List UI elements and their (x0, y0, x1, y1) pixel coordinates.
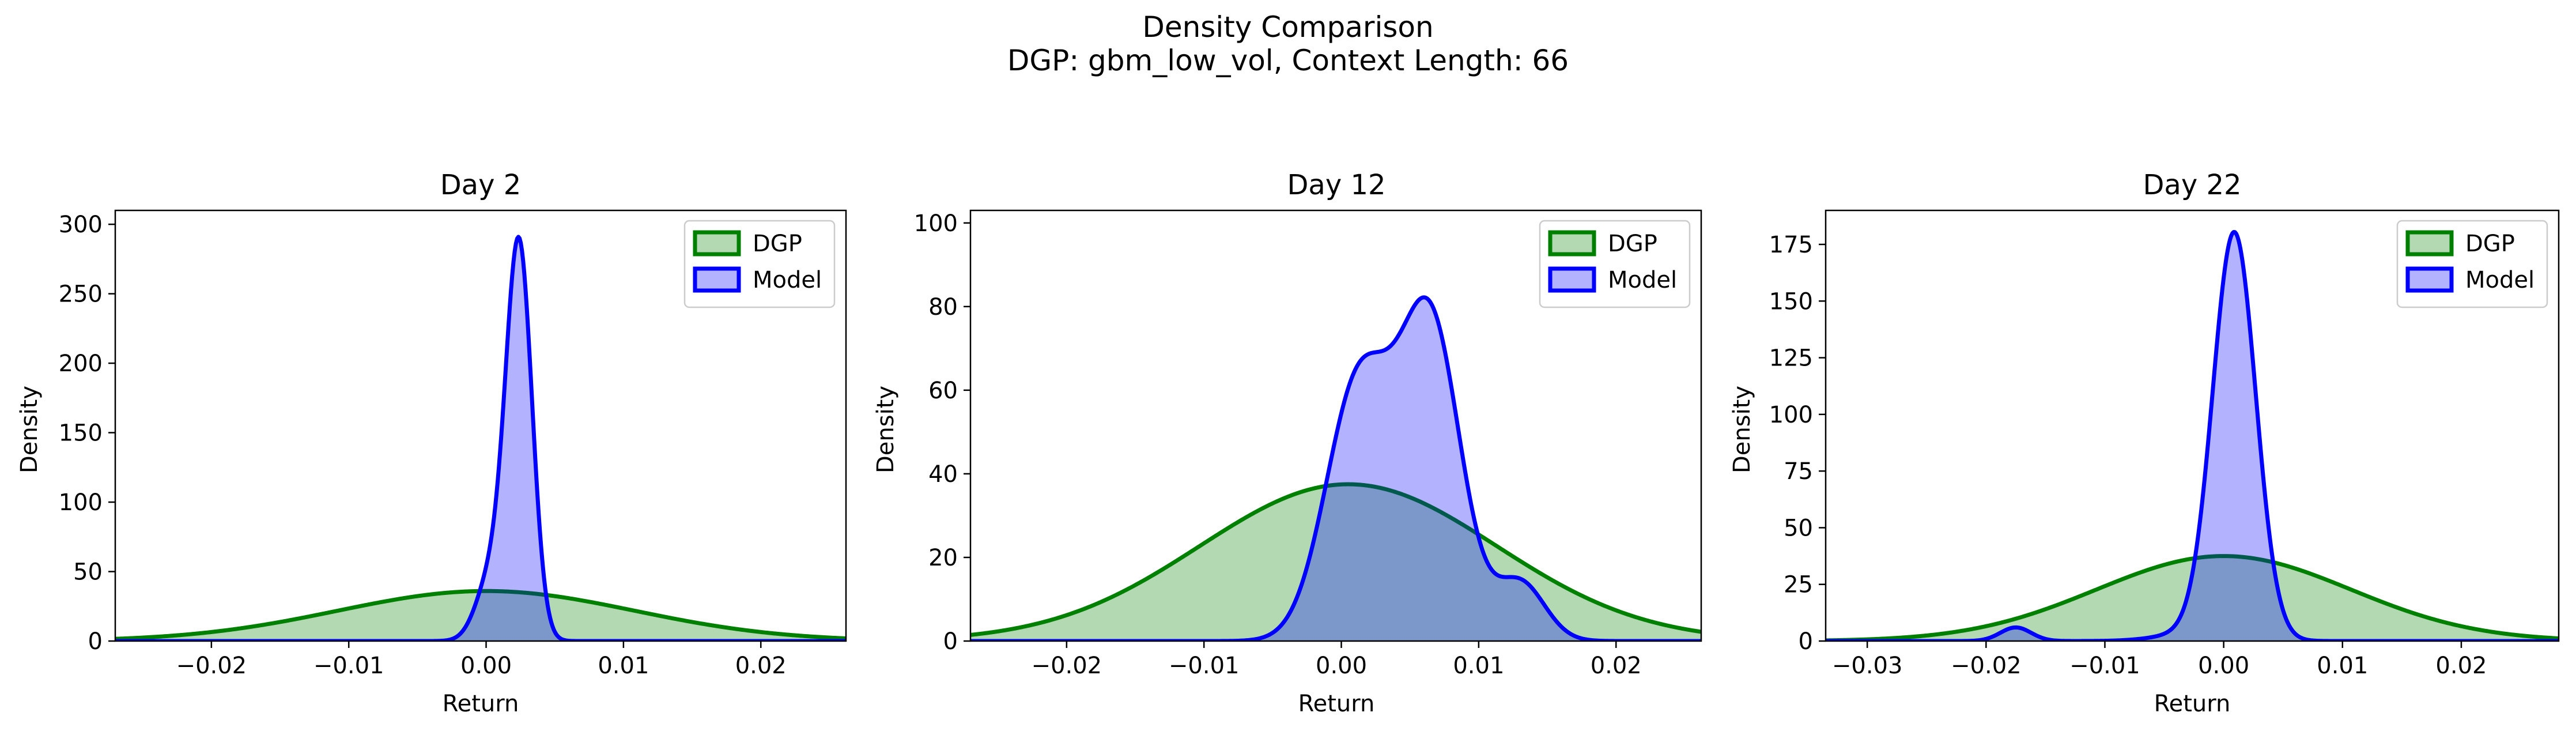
density-line-dgp (970, 482, 1701, 637)
density-line-model (1826, 229, 2559, 641)
x-tick-label: −0.01 (2069, 653, 2140, 679)
y-tick-label: 60 (928, 378, 958, 404)
y-tick-label: 100 (1769, 402, 1813, 428)
legend-swatch-dgp (1548, 230, 1596, 257)
y-tick-label: 200 (59, 350, 103, 377)
x-tick-label: −0.01 (1169, 653, 1240, 679)
legend-swatch-bg-dgp (2408, 232, 2452, 254)
legend: DGP Model (1539, 220, 1691, 308)
y-tick-label: 0 (943, 628, 958, 655)
x-tick-label: 0.00 (460, 653, 512, 679)
subplot-title: Day 22 (2143, 169, 2241, 201)
figure-title-line2: DGP: gbm_low_vol, Context Length: 66 (1007, 44, 1569, 77)
y-tick-label: 100 (914, 210, 958, 237)
density-line-model (115, 235, 846, 641)
subplot-title: Day 12 (1287, 169, 1385, 201)
legend-swatch-bg-dgp (695, 232, 739, 254)
legend-swatch-model (693, 266, 741, 293)
density-fill-dgp (1826, 556, 2559, 641)
legend-label-model: Model (753, 267, 822, 293)
legend-label-model: Model (2465, 267, 2535, 293)
density-fill-dgp (970, 484, 1701, 641)
x-tick-label: 0.01 (2317, 653, 2368, 679)
density-fill-dgp (115, 591, 846, 641)
y-tick-label: 80 (928, 294, 958, 321)
x-tick-label: 0.00 (2198, 653, 2249, 679)
x-axis-label: Return (1298, 691, 1375, 717)
legend-swatch-model (1548, 266, 1596, 293)
x-tick-label: 0.02 (2435, 653, 2487, 679)
y-tick-label: 100 (59, 489, 103, 516)
legend-swatch-bg-dgp (1550, 232, 1594, 254)
y-tick-label: 250 (59, 281, 103, 308)
x-axis-label: Return (443, 691, 519, 717)
y-tick-label: 25 (1784, 572, 1813, 598)
y-tick-label: 20 (928, 545, 958, 571)
legend-swatch-bg-model (1550, 269, 1594, 291)
y-tick-label: 40 (928, 461, 958, 488)
legend-swatch-dgp (2405, 230, 2454, 257)
y-tick-label: 0 (1799, 628, 1813, 655)
subplot-title: Day 2 (440, 169, 522, 201)
legend: DGP Model (2396, 220, 2548, 308)
x-tick-label: 0.02 (1591, 653, 1642, 679)
x-tick-label: −0.01 (313, 653, 384, 679)
y-tick-label: 50 (1784, 515, 1813, 541)
x-tick-label: −0.02 (1032, 653, 1102, 679)
legend-swatch-bg-model (695, 269, 739, 291)
y-tick-label: 125 (1769, 345, 1813, 372)
y-tick-label: 0 (88, 628, 103, 655)
plot-area (970, 295, 1701, 641)
density-line-dgp (1826, 554, 2559, 641)
plot-area (1826, 229, 2559, 641)
x-tick-label: −0.03 (1832, 653, 1903, 679)
density-fill-model (970, 297, 1701, 641)
x-tick-label: −0.02 (176, 653, 247, 679)
y-tick-label: 50 (73, 559, 103, 586)
axes-frame (1825, 209, 2560, 642)
legend-label-model: Model (1608, 267, 1677, 293)
y-axis-label: Density (16, 386, 43, 473)
legend-label-dgp: DGP (1608, 231, 1657, 257)
x-tick-label: 0.02 (735, 653, 787, 679)
x-tick-label: 0.01 (598, 653, 649, 679)
y-tick-label: 150 (1769, 288, 1813, 315)
legend: DGP Model (683, 220, 836, 308)
x-tick-label: 0.00 (1316, 653, 1367, 679)
legend-label-dgp: DGP (2465, 231, 2515, 257)
x-axis-label: Return (2154, 691, 2231, 717)
y-axis-label: Density (1729, 386, 1755, 473)
axes-frame (969, 209, 1702, 642)
density-line-model (970, 295, 1701, 641)
x-tick-label: −0.02 (1951, 653, 2022, 679)
legend-swatch-dgp (693, 230, 741, 257)
axes-frame (114, 209, 847, 642)
subplot-day-12: Day 12 Return Density −0.02 −0.01 0.00 0.01… (872, 169, 1702, 717)
figure-title-line1: Density Comparison (1142, 10, 1433, 44)
plot-area (115, 235, 846, 641)
subplot-day-2: Day 2 Return Density −0.02 −0.01 0.00 0.01 0… (16, 169, 847, 717)
x-tick-label: 0.01 (1453, 653, 1504, 679)
y-tick-label: 175 (1769, 232, 1813, 258)
legend-swatch-bg-model (2408, 269, 2452, 291)
y-tick-label: 75 (1784, 458, 1813, 485)
y-tick-label: 150 (59, 420, 103, 447)
legend-label-dgp: DGP (753, 231, 802, 257)
y-axis-label: Density (872, 386, 899, 473)
subplot-day-22: Day 22 Return Density −0.03 −0.02 −0.01 0.0… (1729, 169, 2560, 717)
y-tick-label: 300 (59, 212, 103, 238)
legend-swatch-model (2405, 266, 2454, 293)
